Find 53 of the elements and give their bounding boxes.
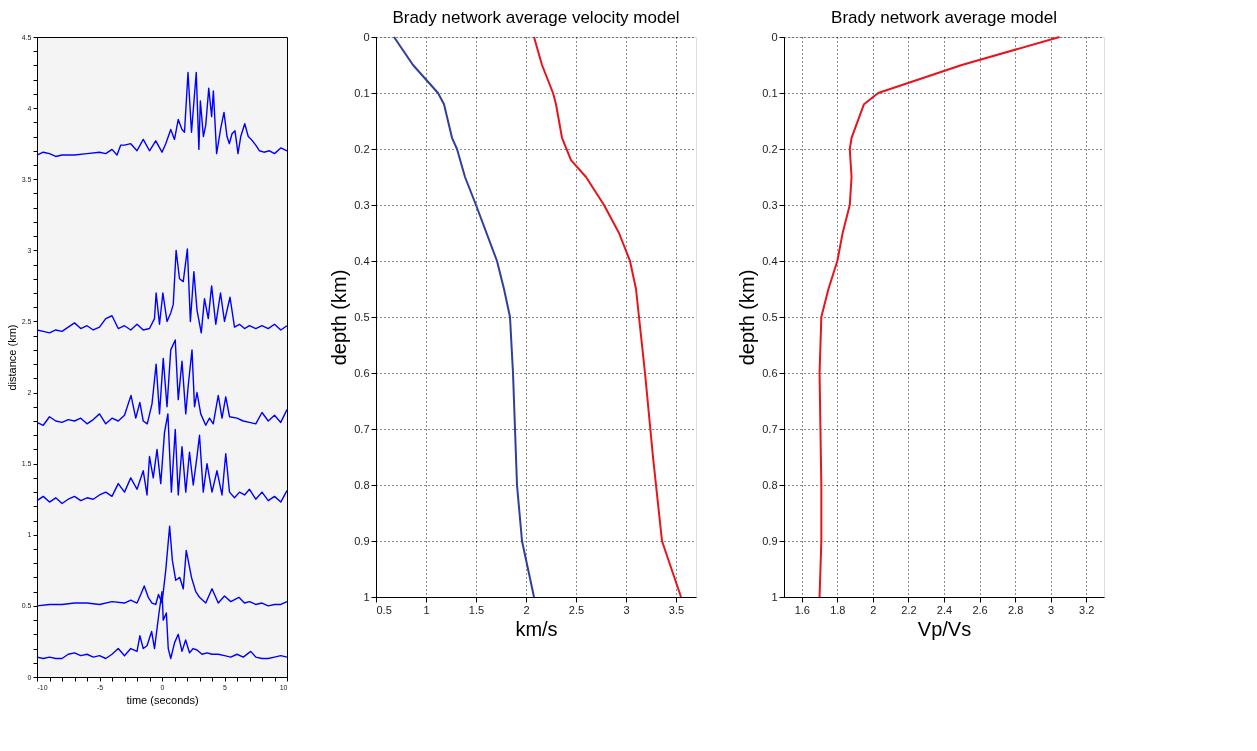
line-series — [36, 339, 288, 426]
y-tick-label: 0 — [771, 30, 778, 43]
line-series — [533, 36, 682, 598]
y-tick-label: 0.7 — [354, 422, 370, 435]
x-tick-label: 1.5 — [468, 603, 485, 616]
y-tick-label: 0.7 — [762, 422, 778, 435]
y-tick-label: 0.2 — [354, 142, 370, 155]
y-tick-label: 0.8 — [762, 478, 778, 491]
y-tick-label: 1 — [363, 590, 370, 603]
y-tick-label: 0.4 — [762, 254, 778, 267]
y-tick-label: 0.4 — [354, 254, 370, 267]
y-tick-label: 0.9 — [762, 534, 778, 547]
y-tick-label: 0.6 — [762, 366, 778, 379]
x-tick-label: 3.5 — [668, 603, 685, 616]
y-tick-label: 0.3 — [762, 198, 778, 211]
x-axis-title: km/s — [515, 617, 558, 640]
x-axis-title: Vp/Vs — [917, 617, 972, 640]
line-series — [393, 36, 535, 598]
x-tick-label: 0.5 — [376, 603, 392, 616]
x-tick-label: 3 — [1048, 603, 1055, 616]
y-tick-label: 0.1 — [354, 86, 370, 99]
y-tick-label: 0.5 — [354, 310, 370, 323]
y-tick-label: 1 — [771, 590, 778, 603]
line-series — [36, 71, 288, 158]
x-tick-label: 1.6 — [794, 603, 810, 616]
y-tick-label: 0.5 — [762, 310, 778, 323]
chart-title: Brady network average velocity model — [392, 8, 680, 27]
x-axis-title: time (seconds) — [126, 693, 199, 706]
y-tick-label: 0.8 — [354, 478, 370, 491]
chart-title: Brady network average model — [831, 8, 1057, 27]
line-series — [36, 413, 288, 505]
y-tick-label: 0.6 — [354, 366, 370, 379]
line-series — [818, 36, 1061, 598]
x-tick-label: 1.8 — [830, 603, 846, 616]
x-tick-label: 2.5 — [568, 603, 585, 616]
x-tick-label: 2.8 — [1007, 603, 1024, 616]
x-tick-label: 3 — [623, 603, 630, 616]
y-tick-label: 0 — [363, 30, 370, 43]
y-tick-label: 0.2 — [762, 142, 778, 155]
line-series — [36, 248, 288, 334]
x-tick-label: 2.2 — [901, 603, 917, 616]
y-tick-label: 0.3 — [354, 198, 370, 211]
x-tick-label: 3.2 — [1079, 603, 1095, 616]
x-tick-label: 1 — [423, 603, 430, 616]
y-axis-title: distance (km) — [5, 324, 18, 391]
x-tick-label: 2 — [523, 603, 530, 616]
y-axis-title: depth (km) — [736, 269, 759, 366]
x-tick-label: 2.4 — [936, 603, 953, 616]
y-axis-title: depth (km) — [328, 269, 351, 366]
y-tick-label: 0.1 — [762, 86, 778, 99]
y-tick-label: 0.9 — [354, 534, 370, 547]
x-tick-label: 2.6 — [972, 603, 988, 616]
x-tick-label: 2 — [870, 603, 877, 616]
